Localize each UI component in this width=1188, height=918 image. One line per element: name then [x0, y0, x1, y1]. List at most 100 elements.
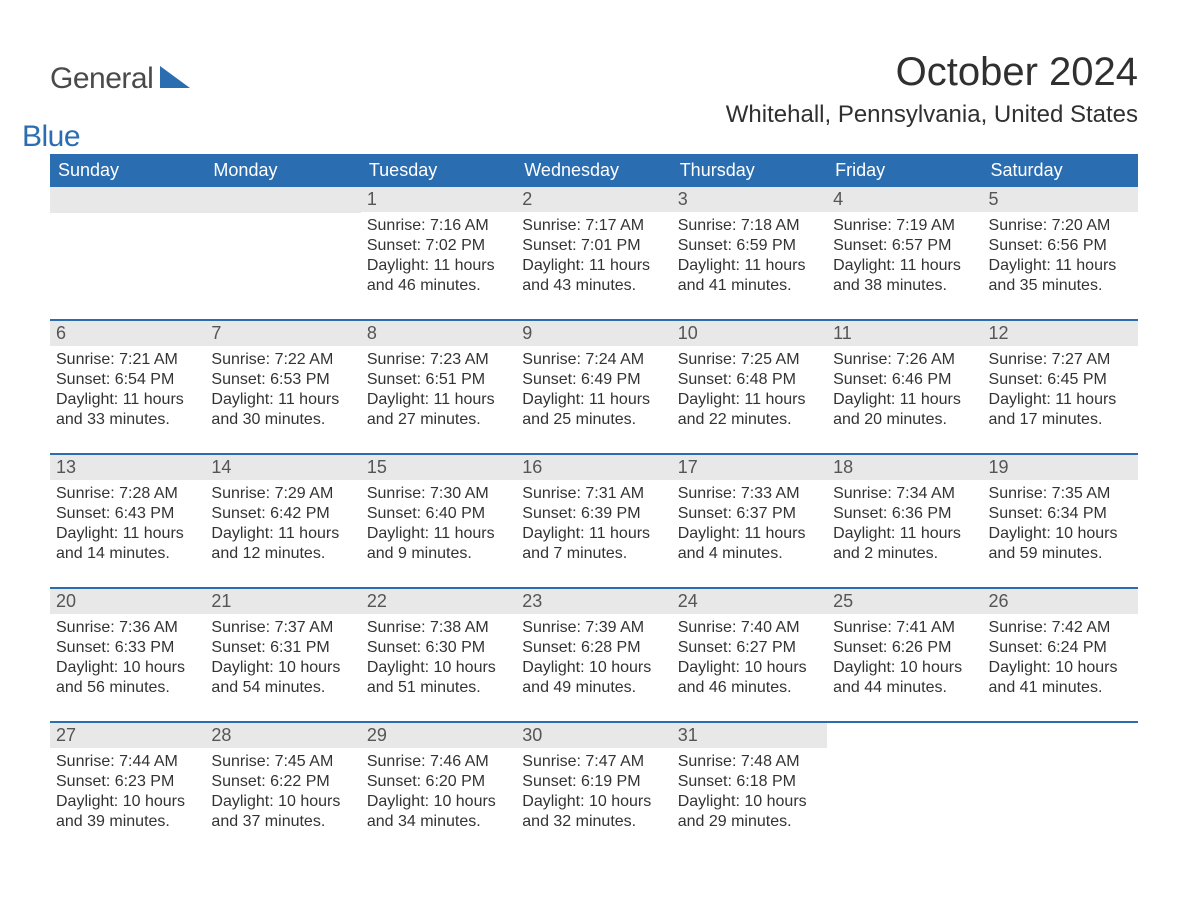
- sunrise-line: Sunrise: 7:28 AM: [56, 484, 199, 504]
- calendar-day: 4Sunrise: 7:19 AMSunset: 6:57 PMDaylight…: [827, 187, 982, 320]
- daylight-line: Daylight: 11 hours and 17 minutes.: [989, 390, 1132, 430]
- sunset-line: Sunset: 6:57 PM: [833, 236, 976, 256]
- daylight-line: Daylight: 10 hours and 41 minutes.: [989, 658, 1132, 698]
- calendar-week: 6Sunrise: 7:21 AMSunset: 6:54 PMDaylight…: [50, 320, 1138, 454]
- calendar-day: 25Sunrise: 7:41 AMSunset: 6:26 PMDayligh…: [827, 588, 982, 722]
- weekday-header: Sunday: [50, 154, 205, 187]
- day-number: 19: [983, 455, 1138, 480]
- day-number: 27: [50, 723, 205, 748]
- day-details: Sunrise: 7:22 AMSunset: 6:53 PMDaylight:…: [205, 346, 360, 438]
- day-number: 3: [672, 187, 827, 212]
- calendar-body: 1Sunrise: 7:16 AMSunset: 7:02 PMDaylight…: [50, 187, 1138, 855]
- day-details: Sunrise: 7:42 AMSunset: 6:24 PMDaylight:…: [983, 614, 1138, 706]
- sunset-line: Sunset: 6:49 PM: [522, 370, 665, 390]
- sunset-line: Sunset: 6:28 PM: [522, 638, 665, 658]
- sunrise-line: Sunrise: 7:20 AM: [989, 216, 1132, 236]
- logo-text-blue: Blue: [22, 120, 190, 154]
- empty-day-bar: [205, 187, 360, 213]
- sunset-line: Sunset: 6:46 PM: [833, 370, 976, 390]
- calendar-day: 3Sunrise: 7:18 AMSunset: 6:59 PMDaylight…: [672, 187, 827, 320]
- daylight-line: Daylight: 10 hours and 46 minutes.: [678, 658, 821, 698]
- calendar-day: 27Sunrise: 7:44 AMSunset: 6:23 PMDayligh…: [50, 722, 205, 855]
- sunset-line: Sunset: 6:42 PM: [211, 504, 354, 524]
- sunrise-line: Sunrise: 7:31 AM: [522, 484, 665, 504]
- day-number: 14: [205, 455, 360, 480]
- day-details: Sunrise: 7:29 AMSunset: 6:42 PMDaylight:…: [205, 480, 360, 572]
- sunrise-line: Sunrise: 7:25 AM: [678, 350, 821, 370]
- sunset-line: Sunset: 6:27 PM: [678, 638, 821, 658]
- calendar-day: 10Sunrise: 7:25 AMSunset: 6:48 PMDayligh…: [672, 320, 827, 454]
- day-details: Sunrise: 7:45 AMSunset: 6:22 PMDaylight:…: [205, 748, 360, 840]
- day-number: 25: [827, 589, 982, 614]
- day-number: 4: [827, 187, 982, 212]
- calendar-day: 18Sunrise: 7:34 AMSunset: 6:36 PMDayligh…: [827, 454, 982, 588]
- day-details: Sunrise: 7:27 AMSunset: 6:45 PMDaylight:…: [983, 346, 1138, 438]
- day-number: 13: [50, 455, 205, 480]
- daylight-line: Daylight: 11 hours and 12 minutes.: [211, 524, 354, 564]
- weekday-header: Friday: [827, 154, 982, 187]
- day-details: Sunrise: 7:30 AMSunset: 6:40 PMDaylight:…: [361, 480, 516, 572]
- sunrise-line: Sunrise: 7:24 AM: [522, 350, 665, 370]
- day-details: Sunrise: 7:46 AMSunset: 6:20 PMDaylight:…: [361, 748, 516, 840]
- calendar-day: 24Sunrise: 7:40 AMSunset: 6:27 PMDayligh…: [672, 588, 827, 722]
- daylight-line: Daylight: 10 hours and 54 minutes.: [211, 658, 354, 698]
- title-block: October 2024 Whitehall, Pennsylvania, Un…: [726, 50, 1138, 141]
- day-number: 26: [983, 589, 1138, 614]
- day-details: Sunrise: 7:35 AMSunset: 6:34 PMDaylight:…: [983, 480, 1138, 572]
- calendar-day: 12Sunrise: 7:27 AMSunset: 6:45 PMDayligh…: [983, 320, 1138, 454]
- sunset-line: Sunset: 6:19 PM: [522, 772, 665, 792]
- sunrise-line: Sunrise: 7:45 AM: [211, 752, 354, 772]
- sunset-line: Sunset: 6:56 PM: [989, 236, 1132, 256]
- sunrise-line: Sunrise: 7:36 AM: [56, 618, 199, 638]
- day-number: 24: [672, 589, 827, 614]
- sunrise-line: Sunrise: 7:48 AM: [678, 752, 821, 772]
- sunset-line: Sunset: 6:48 PM: [678, 370, 821, 390]
- daylight-line: Daylight: 10 hours and 44 minutes.: [833, 658, 976, 698]
- daylight-line: Daylight: 11 hours and 46 minutes.: [367, 256, 510, 296]
- daylight-line: Daylight: 11 hours and 33 minutes.: [56, 390, 199, 430]
- day-details: Sunrise: 7:47 AMSunset: 6:19 PMDaylight:…: [516, 748, 671, 840]
- calendar-table: SundayMondayTuesdayWednesdayThursdayFrid…: [50, 154, 1138, 855]
- day-number: 11: [827, 321, 982, 346]
- day-details: Sunrise: 7:36 AMSunset: 6:33 PMDaylight:…: [50, 614, 205, 706]
- day-details: Sunrise: 7:17 AMSunset: 7:01 PMDaylight:…: [516, 212, 671, 304]
- daylight-line: Daylight: 11 hours and 22 minutes.: [678, 390, 821, 430]
- weekday-header: Wednesday: [516, 154, 671, 187]
- day-number: 21: [205, 589, 360, 614]
- month-title: October 2024: [726, 50, 1138, 95]
- sunset-line: Sunset: 6:37 PM: [678, 504, 821, 524]
- logo: General Blue: [50, 50, 190, 154]
- calendar-day: 20Sunrise: 7:36 AMSunset: 6:33 PMDayligh…: [50, 588, 205, 722]
- sunset-line: Sunset: 6:20 PM: [367, 772, 510, 792]
- calendar-day: 31Sunrise: 7:48 AMSunset: 6:18 PMDayligh…: [672, 722, 827, 855]
- calendar-page: General Blue October 2024 Whitehall, Pen…: [0, 0, 1188, 895]
- calendar-day: 9Sunrise: 7:24 AMSunset: 6:49 PMDaylight…: [516, 320, 671, 454]
- weekday-header: Saturday: [983, 154, 1138, 187]
- calendar-day: 2Sunrise: 7:17 AMSunset: 7:01 PMDaylight…: [516, 187, 671, 320]
- sunrise-line: Sunrise: 7:44 AM: [56, 752, 199, 772]
- day-details: Sunrise: 7:31 AMSunset: 6:39 PMDaylight:…: [516, 480, 671, 572]
- calendar-day: 1Sunrise: 7:16 AMSunset: 7:02 PMDaylight…: [361, 187, 516, 320]
- day-details: Sunrise: 7:19 AMSunset: 6:57 PMDaylight:…: [827, 212, 982, 304]
- sunrise-line: Sunrise: 7:46 AM: [367, 752, 510, 772]
- sunset-line: Sunset: 6:39 PM: [522, 504, 665, 524]
- calendar-day: 8Sunrise: 7:23 AMSunset: 6:51 PMDaylight…: [361, 320, 516, 454]
- day-details: Sunrise: 7:28 AMSunset: 6:43 PMDaylight:…: [50, 480, 205, 572]
- day-details: Sunrise: 7:18 AMSunset: 6:59 PMDaylight:…: [672, 212, 827, 304]
- calendar-day: 13Sunrise: 7:28 AMSunset: 6:43 PMDayligh…: [50, 454, 205, 588]
- calendar-day-empty: [983, 722, 1138, 855]
- daylight-line: Daylight: 10 hours and 49 minutes.: [522, 658, 665, 698]
- calendar-day: 26Sunrise: 7:42 AMSunset: 6:24 PMDayligh…: [983, 588, 1138, 722]
- day-details: Sunrise: 7:33 AMSunset: 6:37 PMDaylight:…: [672, 480, 827, 572]
- calendar-day: 30Sunrise: 7:47 AMSunset: 6:19 PMDayligh…: [516, 722, 671, 855]
- sunrise-line: Sunrise: 7:29 AM: [211, 484, 354, 504]
- empty-day-bar: [50, 187, 205, 213]
- calendar-day: 22Sunrise: 7:38 AMSunset: 6:30 PMDayligh…: [361, 588, 516, 722]
- sunset-line: Sunset: 6:34 PM: [989, 504, 1132, 524]
- daylight-line: Daylight: 11 hours and 20 minutes.: [833, 390, 976, 430]
- calendar-day: 19Sunrise: 7:35 AMSunset: 6:34 PMDayligh…: [983, 454, 1138, 588]
- day-details: Sunrise: 7:37 AMSunset: 6:31 PMDaylight:…: [205, 614, 360, 706]
- daylight-line: Daylight: 10 hours and 32 minutes.: [522, 792, 665, 832]
- day-details: Sunrise: 7:23 AMSunset: 6:51 PMDaylight:…: [361, 346, 516, 438]
- calendar-day: 7Sunrise: 7:22 AMSunset: 6:53 PMDaylight…: [205, 320, 360, 454]
